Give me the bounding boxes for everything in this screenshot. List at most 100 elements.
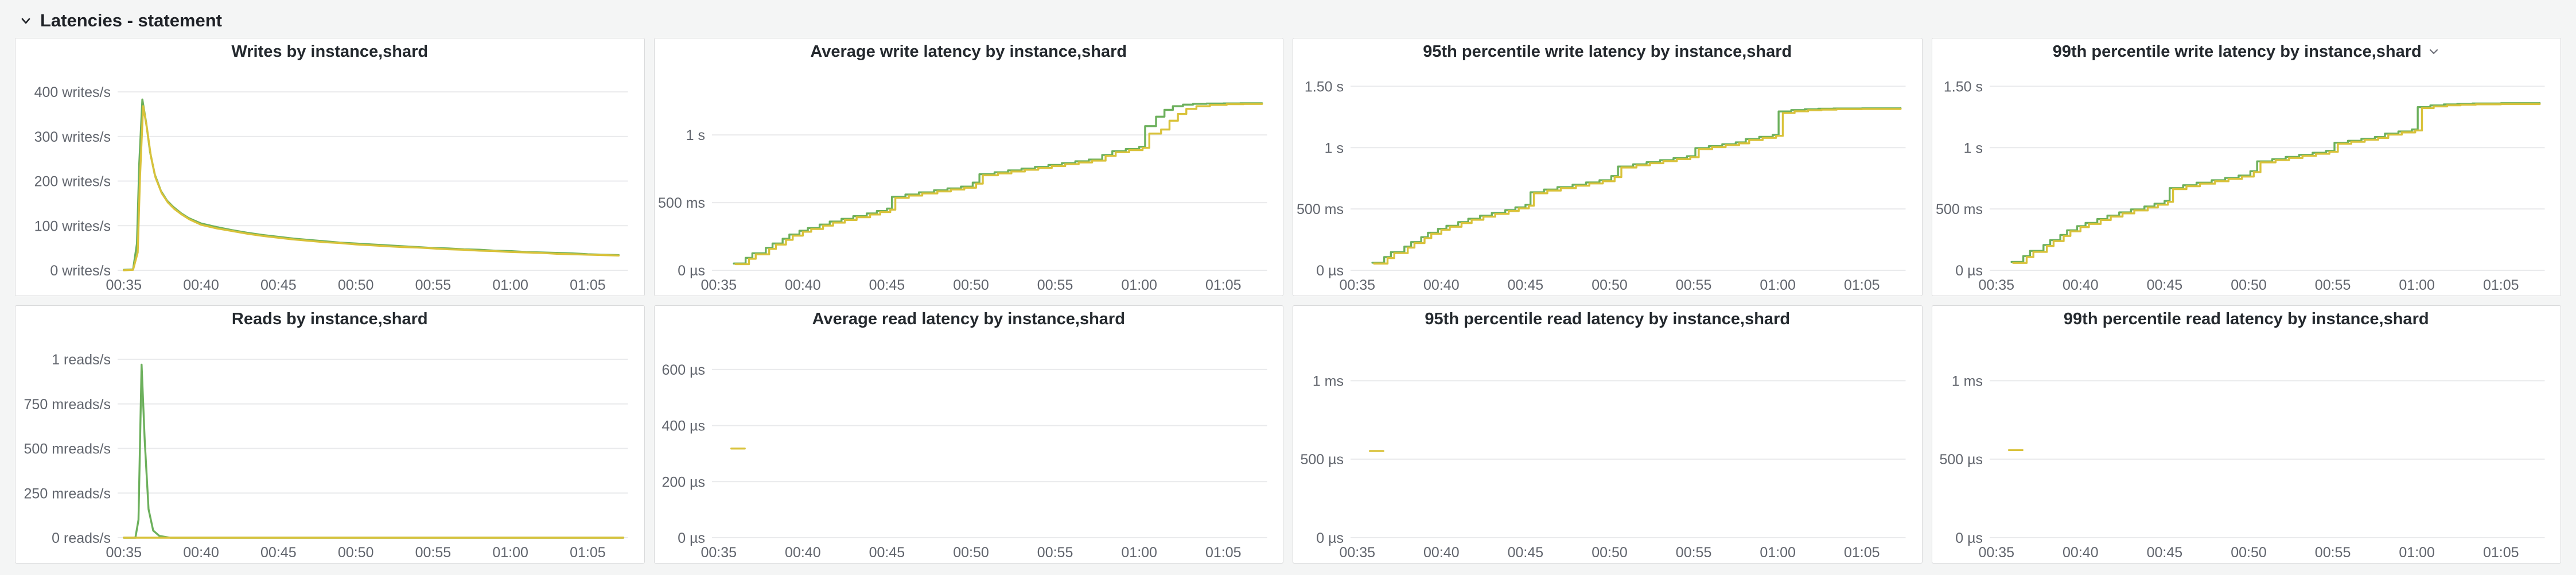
panel-p99-write-latency-title[interactable]: 99th percentile write latency by instanc… (1932, 38, 2561, 65)
panel-reads: Reads by instance,shard 0 reads/s 250 mre… (15, 305, 645, 564)
avg-read-latency-chart[interactable]: 0 µs 200 µs 400 µs 600 µs 00:35 00:40 00:45 00:… (655, 332, 1283, 563)
svg-text:01:05: 01:05 (1844, 545, 1880, 561)
svg-text:00:40: 00:40 (785, 545, 821, 561)
panel-avg-read-latency-title[interactable]: Average read latency by instance,shard (655, 306, 1283, 332)
svg-text:100 writes/s: 100 writes/s (34, 218, 111, 234)
panel-title-text: Reads by instance,shard (231, 309, 428, 328)
svg-text:00:50: 00:50 (953, 545, 989, 561)
panel-reads-title[interactable]: Reads by instance,shard (15, 306, 644, 332)
reads-chart[interactable]: 0 reads/s 250 mreads/s 500 mreads/s 750 mre… (15, 332, 644, 563)
svg-text:01:05: 01:05 (570, 545, 606, 561)
svg-text:00:50: 00:50 (338, 277, 374, 293)
svg-text:01:00: 01:00 (1121, 277, 1157, 293)
svg-text:500 µs: 500 µs (1939, 452, 1983, 468)
svg-text:1 s: 1 s (1325, 140, 1344, 156)
svg-text:500 µs: 500 µs (1300, 452, 1344, 468)
row-title: Latencies - statement (40, 10, 222, 30)
panel-writes-title[interactable]: Writes by instance,shard (15, 38, 644, 65)
svg-text:1 s: 1 s (1963, 140, 1982, 156)
svg-text:00:50: 00:50 (338, 545, 374, 561)
svg-text:1.50 s: 1.50 s (1943, 79, 1982, 95)
panel-title-text: 95th percentile read latency by instance… (1425, 309, 1791, 328)
panel-p95-read-latency: 95th percentile read latency by instance… (1293, 305, 1923, 564)
p99-read-latency-chart[interactable]: 0 µs 500 µs 1 ms 00:35 00:40 00:45 00:50 00:55 0… (1932, 332, 2561, 563)
svg-text:0 µs: 0 µs (1955, 263, 1983, 279)
svg-text:00:40: 00:40 (183, 277, 219, 293)
avg-write-latency-chart[interactable]: 0 µs 500 ms 1 s 00:35 00:40 00:45 00:50 00:55 01… (655, 65, 1283, 296)
svg-text:0 µs: 0 µs (678, 263, 705, 279)
svg-text:00:55: 00:55 (1037, 277, 1073, 293)
svg-text:01:05: 01:05 (2482, 277, 2519, 293)
svg-text:00:40: 00:40 (183, 545, 219, 561)
panel-avg-read-latency: Average read latency by instance,shard 0… (653, 305, 1283, 564)
svg-text:00:45: 00:45 (869, 277, 905, 293)
svg-text:00:45: 00:45 (1508, 277, 1544, 293)
svg-text:00:50: 00:50 (2231, 545, 2267, 561)
row-collapse-chevron-down-icon[interactable] (18, 13, 33, 28)
svg-text:01:00: 01:00 (1760, 545, 1796, 561)
svg-text:00:55: 00:55 (415, 277, 452, 293)
dashboard-row-header[interactable]: Latencies - statement (15, 7, 2561, 34)
svg-text:01:05: 01:05 (1844, 277, 1880, 293)
svg-text:300 writes/s: 300 writes/s (34, 129, 111, 145)
panel-p99-read-latency-chart-area: 0 µs 500 µs 1 ms 00:35 00:40 00:45 00:50 00:55 0… (1932, 332, 2561, 563)
panel-p99-read-latency: 99th percentile read latency by instance… (1931, 305, 2561, 564)
svg-text:200 µs: 200 µs (661, 474, 705, 490)
svg-text:01:00: 01:00 (492, 545, 528, 561)
svg-text:00:45: 00:45 (869, 545, 905, 561)
svg-text:01:00: 01:00 (2399, 277, 2435, 293)
svg-text:00:45: 00:45 (260, 277, 297, 293)
p95-write-latency-chart[interactable]: 0 µs 500 ms 1 s 1.50 s 00:35 00:40 00:45 00:50 0… (1293, 65, 1922, 296)
panel-p95-write-latency-chart-area: 0 µs 500 ms 1 s 1.50 s 00:35 00:40 00:45 00:50 0… (1293, 65, 1922, 296)
panel-title-text: 95th percentile write latency by instanc… (1423, 42, 1792, 61)
writes-chart[interactable]: 0 writes/s 100 writes/s 200 writes/s 300 wr… (15, 65, 644, 296)
svg-text:00:40: 00:40 (785, 277, 821, 293)
svg-text:400 µs: 400 µs (661, 418, 705, 434)
panel-title-text: 99th percentile read latency by instance… (2063, 309, 2429, 328)
panel-p99-read-latency-title[interactable]: 99th percentile read latency by instance… (1932, 306, 2561, 332)
panel-p95-read-latency-title[interactable]: 95th percentile read latency by instance… (1293, 306, 1922, 332)
svg-text:00:40: 00:40 (2063, 277, 2099, 293)
svg-text:00:35: 00:35 (106, 277, 142, 293)
panel-avg-read-latency-chart-area: 0 µs 200 µs 400 µs 600 µs 00:35 00:40 00:45 00:… (655, 332, 1283, 563)
panel-avg-write-latency-title[interactable]: Average write latency by instance,shard (655, 38, 1283, 65)
svg-text:250 mreads/s: 250 mreads/s (24, 485, 111, 502)
svg-text:00:55: 00:55 (415, 545, 452, 561)
svg-text:01:00: 01:00 (1121, 545, 1157, 561)
svg-text:00:40: 00:40 (1423, 277, 1460, 293)
panel-writes: Writes by instance,shard 0 writes/s 100 w… (15, 38, 645, 296)
svg-text:00:50: 00:50 (1591, 277, 1628, 293)
panel-p95-write-latency: 95th percentile write latency by instanc… (1293, 38, 1923, 296)
svg-text:00:45: 00:45 (260, 545, 297, 561)
panel-p95-write-latency-title[interactable]: 95th percentile write latency by instanc… (1293, 38, 1922, 65)
panel-avg-write-latency: Average write latency by instance,shard … (653, 38, 1283, 296)
panel-p99-write-latency-chart-area: 0 µs 500 ms 1 s 1.50 s 00:35 00:40 00:45 00:50 0… (1932, 65, 2561, 296)
svg-text:1 ms: 1 ms (1313, 373, 1344, 389)
panel-menu-chevron-down-icon[interactable] (2427, 45, 2440, 58)
svg-text:1 ms: 1 ms (1951, 373, 1982, 389)
svg-text:00:35: 00:35 (1339, 545, 1375, 561)
svg-text:0 µs: 0 µs (1316, 530, 1344, 546)
svg-text:00:55: 00:55 (1037, 545, 1073, 561)
svg-text:00:55: 00:55 (1676, 277, 1712, 293)
svg-text:00:50: 00:50 (953, 277, 989, 293)
panel-title-text: Average read latency by instance,shard (812, 309, 1125, 328)
svg-text:500 ms: 500 ms (1297, 201, 1344, 217)
p95-read-latency-chart[interactable]: 0 µs 500 µs 1 ms 00:35 00:40 00:45 00:50 00:55 0… (1293, 332, 1922, 563)
svg-text:00:40: 00:40 (2063, 545, 2099, 561)
svg-text:01:00: 01:00 (1760, 277, 1796, 293)
svg-text:0 reads/s: 0 reads/s (52, 530, 111, 546)
svg-text:1 reads/s: 1 reads/s (52, 352, 111, 368)
svg-text:00:45: 00:45 (1508, 545, 1544, 561)
p99-write-latency-chart[interactable]: 0 µs 500 ms 1 s 1.50 s 00:35 00:40 00:45 00:50 0… (1932, 65, 2561, 296)
svg-text:00:35: 00:35 (106, 545, 142, 561)
svg-text:00:35: 00:35 (1978, 277, 2014, 293)
svg-text:00:55: 00:55 (2314, 545, 2351, 561)
panel-reads-chart-area: 0 reads/s 250 mreads/s 500 mreads/s 750 mre… (15, 332, 644, 563)
svg-text:01:05: 01:05 (570, 277, 606, 293)
svg-text:01:05: 01:05 (2482, 545, 2519, 561)
panel-avg-write-latency-chart-area: 0 µs 500 ms 1 s 00:35 00:40 00:45 00:50 00:55 01… (655, 65, 1283, 296)
svg-text:01:05: 01:05 (1205, 545, 1241, 561)
panel-title-text: Average write latency by instance,shard (810, 42, 1127, 61)
